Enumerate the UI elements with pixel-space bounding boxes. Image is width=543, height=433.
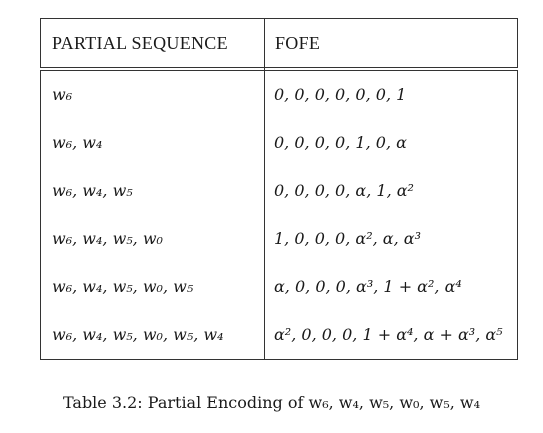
table-caption: Table 3.2: Partial Encoding of w₆, w₄, w…	[0, 393, 543, 412]
table-header: PARTIAL SEQUENCE FOFE	[40, 18, 518, 68]
header-partial-sequence: PARTIAL SEQUENCE	[52, 19, 228, 67]
table-row: w₆, w₄, w₅, w₀, w₅, w₄ α², 0, 0, 0, 1 + …	[41, 311, 517, 359]
table-row: w₆, w₄, w₅ 0, 0, 0, 0, α, 1, α²	[41, 167, 517, 215]
table-row: w₆, w₄, w₅, w₀ 1, 0, 0, 0, α², α, α³	[41, 215, 517, 263]
sequence-cell: w₆, w₄, w₅, w₀	[52, 215, 163, 263]
sequence-cell: w₆, w₄	[52, 119, 102, 167]
table-row: w₆ 0, 0, 0, 0, 0, 0, 1	[41, 71, 517, 119]
sequence-cell: w₆, w₄, w₅, w₀, w₅	[52, 263, 193, 311]
fofe-cell: 0, 0, 0, 0, α, 1, α²	[274, 167, 414, 215]
fofe-cell: α, 0, 0, 0, α³, 1 + α², α⁴	[274, 263, 462, 311]
fofe-cell: 0, 0, 0, 0, 0, 0, 1	[274, 71, 406, 119]
table-body: w₆ 0, 0, 0, 0, 0, 0, 1 w₆, w₄ 0, 0, 0, 0…	[40, 70, 518, 360]
sequence-cell: w₆, w₄, w₅	[52, 167, 133, 215]
sequence-cell: w₆	[52, 71, 72, 119]
fofe-table: PARTIAL SEQUENCE FOFE w₆ 0, 0, 0, 0, 0, …	[40, 18, 518, 360]
fofe-cell: 1, 0, 0, 0, α², α, α³	[274, 215, 421, 263]
table-row: w₆, w₄ 0, 0, 0, 0, 1, 0, α	[41, 119, 517, 167]
column-divider	[264, 18, 265, 360]
header-fofe: FOFE	[275, 19, 320, 67]
fofe-cell: α², 0, 0, 0, 1 + α⁴, α + α³, α⁵	[274, 311, 503, 359]
table-row: w₆, w₄, w₅, w₀, w₅ α, 0, 0, 0, α³, 1 + α…	[41, 263, 517, 311]
fofe-cell: 0, 0, 0, 0, 1, 0, α	[274, 119, 407, 167]
sequence-cell: w₆, w₄, w₅, w₀, w₅, w₄	[52, 311, 224, 359]
